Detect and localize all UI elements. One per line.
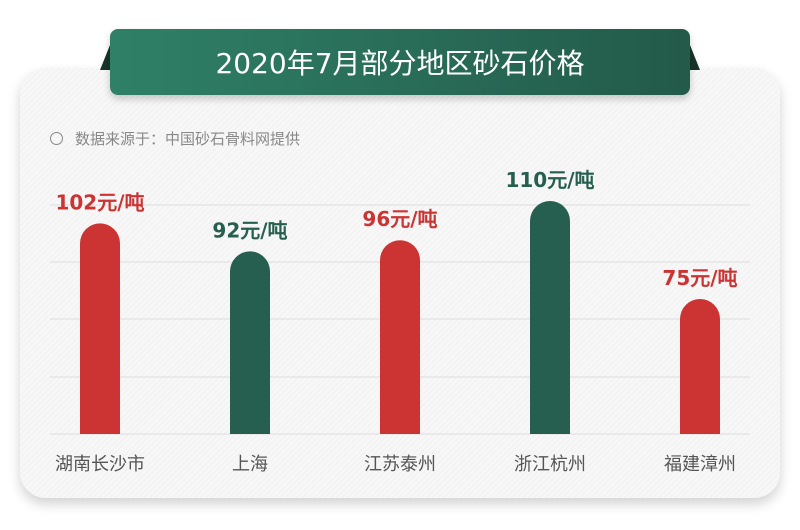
bar [80,223,120,434]
bar [230,251,270,434]
chart-title: 2020年7月部分地区砂石价格 [110,29,690,95]
data-label: 110元/吨 [505,168,594,192]
data-label: 96元/吨 [362,207,437,231]
bar [680,299,720,434]
category-label: 湖南长沙市 [55,454,145,475]
category-label: 浙江杭州 [514,454,586,475]
banner-fold-left [100,40,112,70]
data-label: 75元/吨 [662,266,737,290]
bar [530,201,570,434]
category-label: 江苏泰州 [364,454,436,475]
bar [380,240,420,434]
banner-fold-right [688,40,700,70]
circle-bullet-icon [50,132,63,145]
data-label: 102元/吨 [55,190,144,214]
source-note: 数据来源于：中国砂石骨料网提供 [50,128,300,149]
category-label: 福建漳州 [664,454,736,475]
data-label: 92元/吨 [212,218,287,242]
source-text: 数据来源于：中国砂石骨料网提供 [75,130,301,148]
category-label: 上海 [232,454,268,475]
